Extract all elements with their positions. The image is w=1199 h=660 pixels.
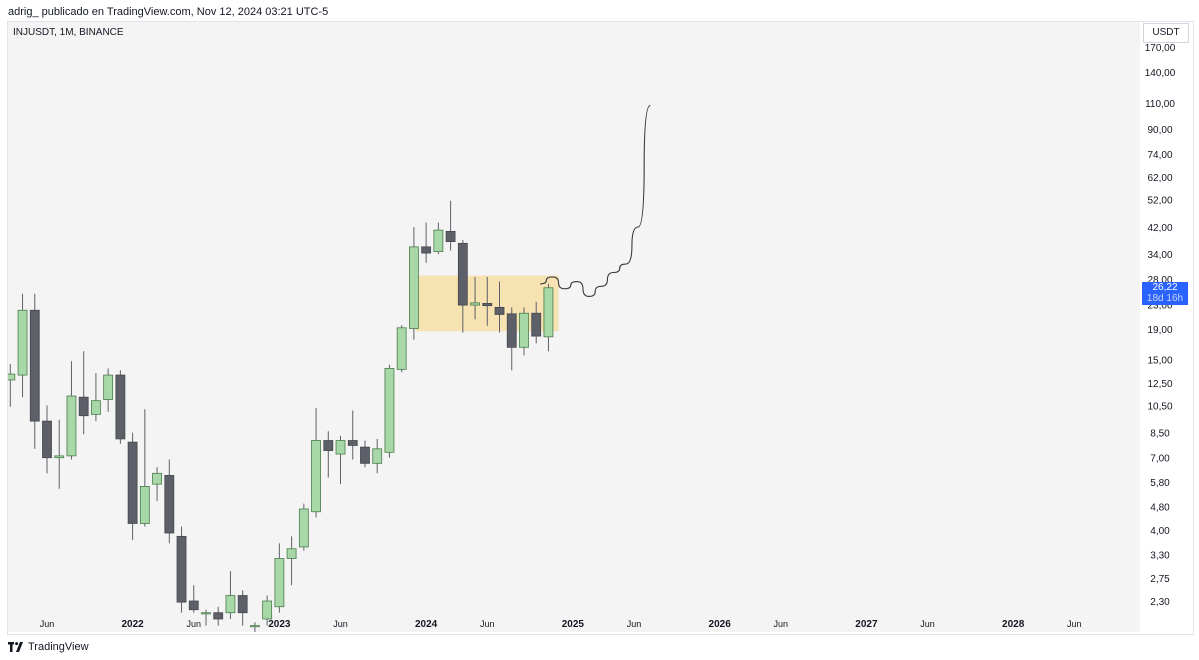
candle-body bbox=[176, 535, 187, 603]
candle-body bbox=[360, 446, 370, 464]
candle-body bbox=[323, 440, 334, 451]
candle-body bbox=[482, 303, 493, 307]
y-tick-label: 7,00 bbox=[1150, 454, 1170, 465]
y-tick-label: 2,75 bbox=[1150, 574, 1170, 585]
x-tick-label: Jun bbox=[480, 619, 495, 629]
y-tick-label: 140,00 bbox=[1145, 68, 1176, 79]
x-tick-label: Jun bbox=[333, 619, 348, 629]
candle-body bbox=[139, 486, 150, 524]
x-tick-label: 2022 bbox=[121, 619, 144, 630]
candle-body bbox=[225, 595, 236, 614]
y-tick-label: 3,30 bbox=[1150, 551, 1170, 562]
y-tick-label: 62,00 bbox=[1147, 173, 1172, 184]
x-tick-label: Jun bbox=[187, 619, 202, 629]
candle-body bbox=[433, 229, 444, 252]
candle-body bbox=[531, 312, 542, 337]
y-tick-label: 28,00 bbox=[1147, 275, 1172, 286]
candle-body bbox=[408, 246, 419, 329]
x-tick-label: Jun bbox=[920, 619, 935, 629]
y-tick-label: 52,00 bbox=[1147, 196, 1172, 207]
candle-body bbox=[78, 396, 89, 417]
y-tick-label: 10,50 bbox=[1147, 401, 1172, 412]
candle-body bbox=[152, 472, 162, 485]
candle-body bbox=[421, 246, 432, 254]
x-tick-label: 2028 bbox=[1002, 619, 1025, 630]
footer-brand: TradingView bbox=[28, 641, 89, 653]
x-tick-label: 2026 bbox=[709, 619, 732, 630]
candle-countdown: 18d 16h bbox=[1146, 293, 1184, 304]
candle-body bbox=[457, 242, 468, 306]
candle-body bbox=[29, 309, 40, 422]
candle-body bbox=[54, 455, 65, 459]
candle-body bbox=[506, 313, 517, 348]
currency-button[interactable]: USDT bbox=[1143, 23, 1189, 43]
candle-body bbox=[384, 368, 395, 453]
x-tick-label: Jun bbox=[627, 619, 642, 629]
last-price-badge: 26,22 18d 16h bbox=[1142, 282, 1188, 305]
chart-attribution: adrig_ publicado en TradingView.com, Nov… bbox=[8, 6, 329, 18]
candle-body bbox=[91, 400, 101, 415]
candle-body bbox=[347, 440, 358, 446]
plot-area[interactable] bbox=[8, 22, 1140, 632]
last-price-value: 26,22 bbox=[1152, 282, 1178, 293]
candle-body bbox=[103, 374, 114, 400]
candle-body bbox=[188, 600, 199, 611]
y-tick-label: 4,80 bbox=[1150, 502, 1170, 513]
x-tick-label: 2024 bbox=[415, 619, 438, 630]
x-tick-label: Jun bbox=[774, 619, 789, 629]
projection-drawing bbox=[540, 104, 651, 297]
candle-body bbox=[127, 441, 138, 524]
candle-body bbox=[262, 600, 273, 620]
candle-body bbox=[298, 508, 309, 548]
candle-body bbox=[311, 440, 321, 513]
candle-body bbox=[396, 327, 407, 370]
y-tick-label: 74,00 bbox=[1147, 150, 1172, 161]
plot-layer bbox=[8, 104, 651, 632]
x-tick-label: Jun bbox=[40, 619, 55, 629]
y-tick-label: 23,00 bbox=[1147, 301, 1172, 312]
y-tick-label: 4,00 bbox=[1150, 526, 1170, 537]
y-tick-label: 34,00 bbox=[1147, 250, 1172, 261]
x-tick-label: 2025 bbox=[562, 619, 585, 630]
candle-body bbox=[8, 373, 16, 381]
candle-body bbox=[237, 595, 248, 614]
candle-body bbox=[250, 625, 260, 628]
footer: TradingView bbox=[8, 641, 89, 653]
y-tick-label: 12,50 bbox=[1147, 379, 1172, 390]
candle-body bbox=[213, 612, 224, 620]
x-tick-label: Jun bbox=[1067, 619, 1082, 629]
tradingview-logo-icon bbox=[8, 642, 23, 652]
candle-body bbox=[164, 475, 175, 534]
candle-body bbox=[274, 558, 285, 608]
candle-body bbox=[115, 374, 126, 440]
candle-body bbox=[519, 312, 529, 348]
x-tick-label: 2023 bbox=[268, 619, 291, 630]
candle-body bbox=[372, 448, 383, 464]
candle-body bbox=[42, 420, 52, 459]
y-tick-label: 90,00 bbox=[1147, 125, 1172, 136]
y-tick-label: 42,00 bbox=[1147, 223, 1172, 234]
y-tick-label: 19,00 bbox=[1147, 325, 1172, 336]
y-tick-label: 170,00 bbox=[1145, 43, 1176, 54]
x-tick-label: 2027 bbox=[855, 619, 878, 630]
candle-body bbox=[543, 287, 554, 338]
symbol-label: INJUSDT, 1M, BINANCE bbox=[13, 27, 124, 38]
candle-body bbox=[201, 612, 211, 615]
candle-body bbox=[66, 395, 77, 457]
candle-body bbox=[286, 548, 297, 559]
y-tick-label: 2,30 bbox=[1150, 597, 1170, 608]
candle-body bbox=[17, 309, 28, 376]
y-tick-label: 5,80 bbox=[1150, 478, 1170, 489]
candle-body bbox=[335, 440, 346, 455]
candle-body bbox=[445, 230, 456, 243]
candle-body bbox=[470, 302, 480, 306]
candle-body bbox=[494, 306, 505, 315]
y-tick-label: 15,00 bbox=[1147, 356, 1172, 367]
y-tick-label: 8,50 bbox=[1150, 429, 1170, 440]
y-tick-label: 110,00 bbox=[1145, 99, 1175, 110]
